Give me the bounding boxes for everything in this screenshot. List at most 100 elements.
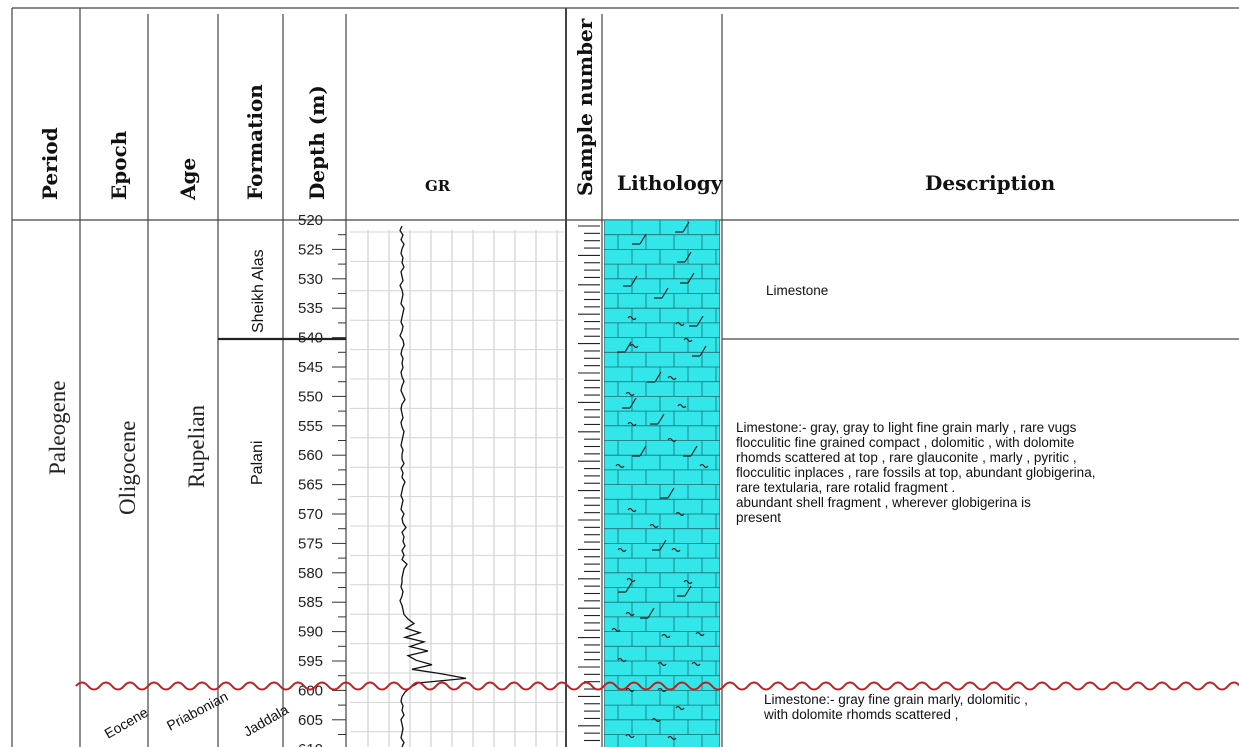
depth-tick-label: 590 — [298, 624, 323, 641]
marl-symbol — [625, 391, 635, 397]
dolomite-symbol — [623, 275, 638, 287]
dolomite-symbol — [675, 221, 690, 233]
marl-symbol — [683, 337, 693, 343]
dolomite-symbol — [677, 585, 692, 597]
table-frame — [11, 7, 1239, 747]
marl-symbol — [671, 547, 681, 553]
header-sample-number: Sample number — [573, 18, 597, 196]
description-line: flocculitic fine grained compact , dolom… — [736, 435, 1074, 450]
marl-symbol — [611, 627, 621, 633]
description-line: with dolomite rhomds scattered , — [763, 707, 958, 722]
marl-symbol — [627, 507, 637, 513]
depth-tick-label: 560 — [298, 447, 323, 464]
header-description: Description — [925, 171, 1056, 195]
depth-tick-label: 605 — [298, 712, 323, 729]
header-formation: Formation — [243, 84, 267, 200]
dolomite-symbol — [677, 251, 692, 263]
dolomite-symbol — [618, 581, 633, 593]
marl-symbol — [661, 633, 671, 639]
marl-symbol — [617, 547, 627, 553]
sample-number-ticks — [578, 225, 600, 742]
depth-tick-label: 535 — [298, 300, 323, 317]
marl-symbol — [626, 577, 636, 583]
description-line: rhomds scattered at top , rare glauconit… — [736, 450, 1077, 465]
depth-tick-label: 545 — [298, 359, 323, 376]
marl-symbol — [657, 661, 667, 667]
dolomite-symbol — [640, 607, 655, 619]
description-line: abundant shell fragment , wherever globi… — [736, 495, 1031, 510]
depth-tick-label: 610 — [298, 741, 323, 747]
description-line: Limestone:- gray fine grain marly, dolom… — [764, 692, 1028, 707]
period-label: Paleogene — [45, 380, 70, 475]
dolomite-symbol — [622, 397, 637, 409]
marl-symbol — [629, 343, 639, 349]
description-sheikh-alas: Limestone — [766, 283, 828, 298]
marl-symbol — [667, 735, 677, 741]
marl-symbol — [649, 523, 659, 529]
depth-tick-label: 530 — [298, 271, 323, 288]
description-line: flocculitic inplaces , rare fossils at t… — [736, 465, 1095, 480]
dolomite-symbol — [647, 371, 662, 383]
marl-symbol — [683, 579, 693, 585]
description-line: Limestone — [766, 283, 828, 298]
dolomite-symbol — [660, 487, 675, 499]
marl-symbol — [625, 611, 635, 617]
dolomite-symbol — [654, 287, 669, 299]
formation-label-palani: Palani — [249, 441, 266, 485]
epoch-label-eocene: Eocene — [102, 704, 151, 742]
header-epoch: Epoch — [107, 130, 131, 200]
marl-symbol — [695, 631, 705, 637]
marl-symbol — [677, 403, 687, 409]
header-lithology: Lithology — [617, 171, 724, 195]
marl-symbol — [617, 657, 627, 663]
depth-tick-label: 575 — [298, 535, 323, 552]
depth-tick-label: 595 — [298, 653, 323, 670]
marl-symbol — [675, 511, 685, 517]
formation-label-sheikh-alas: Sheikh Alas — [250, 249, 267, 333]
gr-grid — [350, 230, 564, 747]
description-palani: Limestone:- gray, gray to light fine gra… — [736, 420, 1099, 525]
depth-tick-label: 555 — [298, 418, 323, 435]
marl-symbol — [625, 687, 635, 693]
gr-curve — [399, 225, 467, 747]
marl-symbol — [699, 463, 709, 469]
depth-tick-label: 580 — [298, 565, 323, 582]
dolomite-symbol — [692, 345, 707, 357]
marl-symbol — [675, 321, 685, 327]
marl-symbol — [657, 687, 667, 693]
depth-tick-label: 525 — [298, 241, 323, 258]
description-jaddala: Limestone:- gray fine grain marly, dolom… — [763, 692, 1032, 722]
description-line: rare textularia, rare rotalid fragment . — [736, 480, 955, 495]
depth-tick-label: 540 — [298, 330, 323, 347]
dolomite-symbol — [683, 445, 698, 457]
dolomite-symbol — [632, 233, 647, 245]
depth-tick-label: 550 — [298, 388, 323, 405]
dolomite-symbol — [650, 413, 665, 425]
marl-symbol — [651, 717, 661, 723]
lithology-column — [604, 220, 720, 747]
depth-tick-label: 585 — [298, 594, 323, 611]
age-label-rupelian: Rupelian — [184, 404, 209, 488]
header-period: Period — [38, 127, 62, 200]
dolomite-symbol — [617, 341, 632, 353]
depth-axis: 520 525 530 535 540 545 550 555 560 565 570 575 580 5… — [298, 212, 346, 747]
marl-symbol — [667, 437, 677, 443]
epoch-label-oligocene: Oligocene — [115, 420, 140, 515]
marl-symbol — [625, 733, 635, 739]
dolomite-symbol — [632, 445, 647, 457]
depth-tick-label: 520 — [298, 212, 323, 229]
marl-symbol — [627, 315, 637, 321]
header-age: Age — [176, 158, 200, 201]
gr-track — [350, 225, 564, 747]
marl-symbol — [667, 375, 677, 381]
marl-symbol — [615, 463, 625, 469]
header-depth: Depth (m) — [305, 85, 329, 200]
marl-symbol — [691, 661, 701, 667]
header-gr: GR — [425, 177, 451, 195]
depth-tick-label: 570 — [298, 506, 323, 523]
description-line: Limestone:- gray, gray to light fine gra… — [736, 420, 1077, 435]
dolomite-symbol — [680, 272, 695, 284]
marl-symbol — [675, 705, 685, 711]
unconformity-line — [75, 681, 1239, 691]
